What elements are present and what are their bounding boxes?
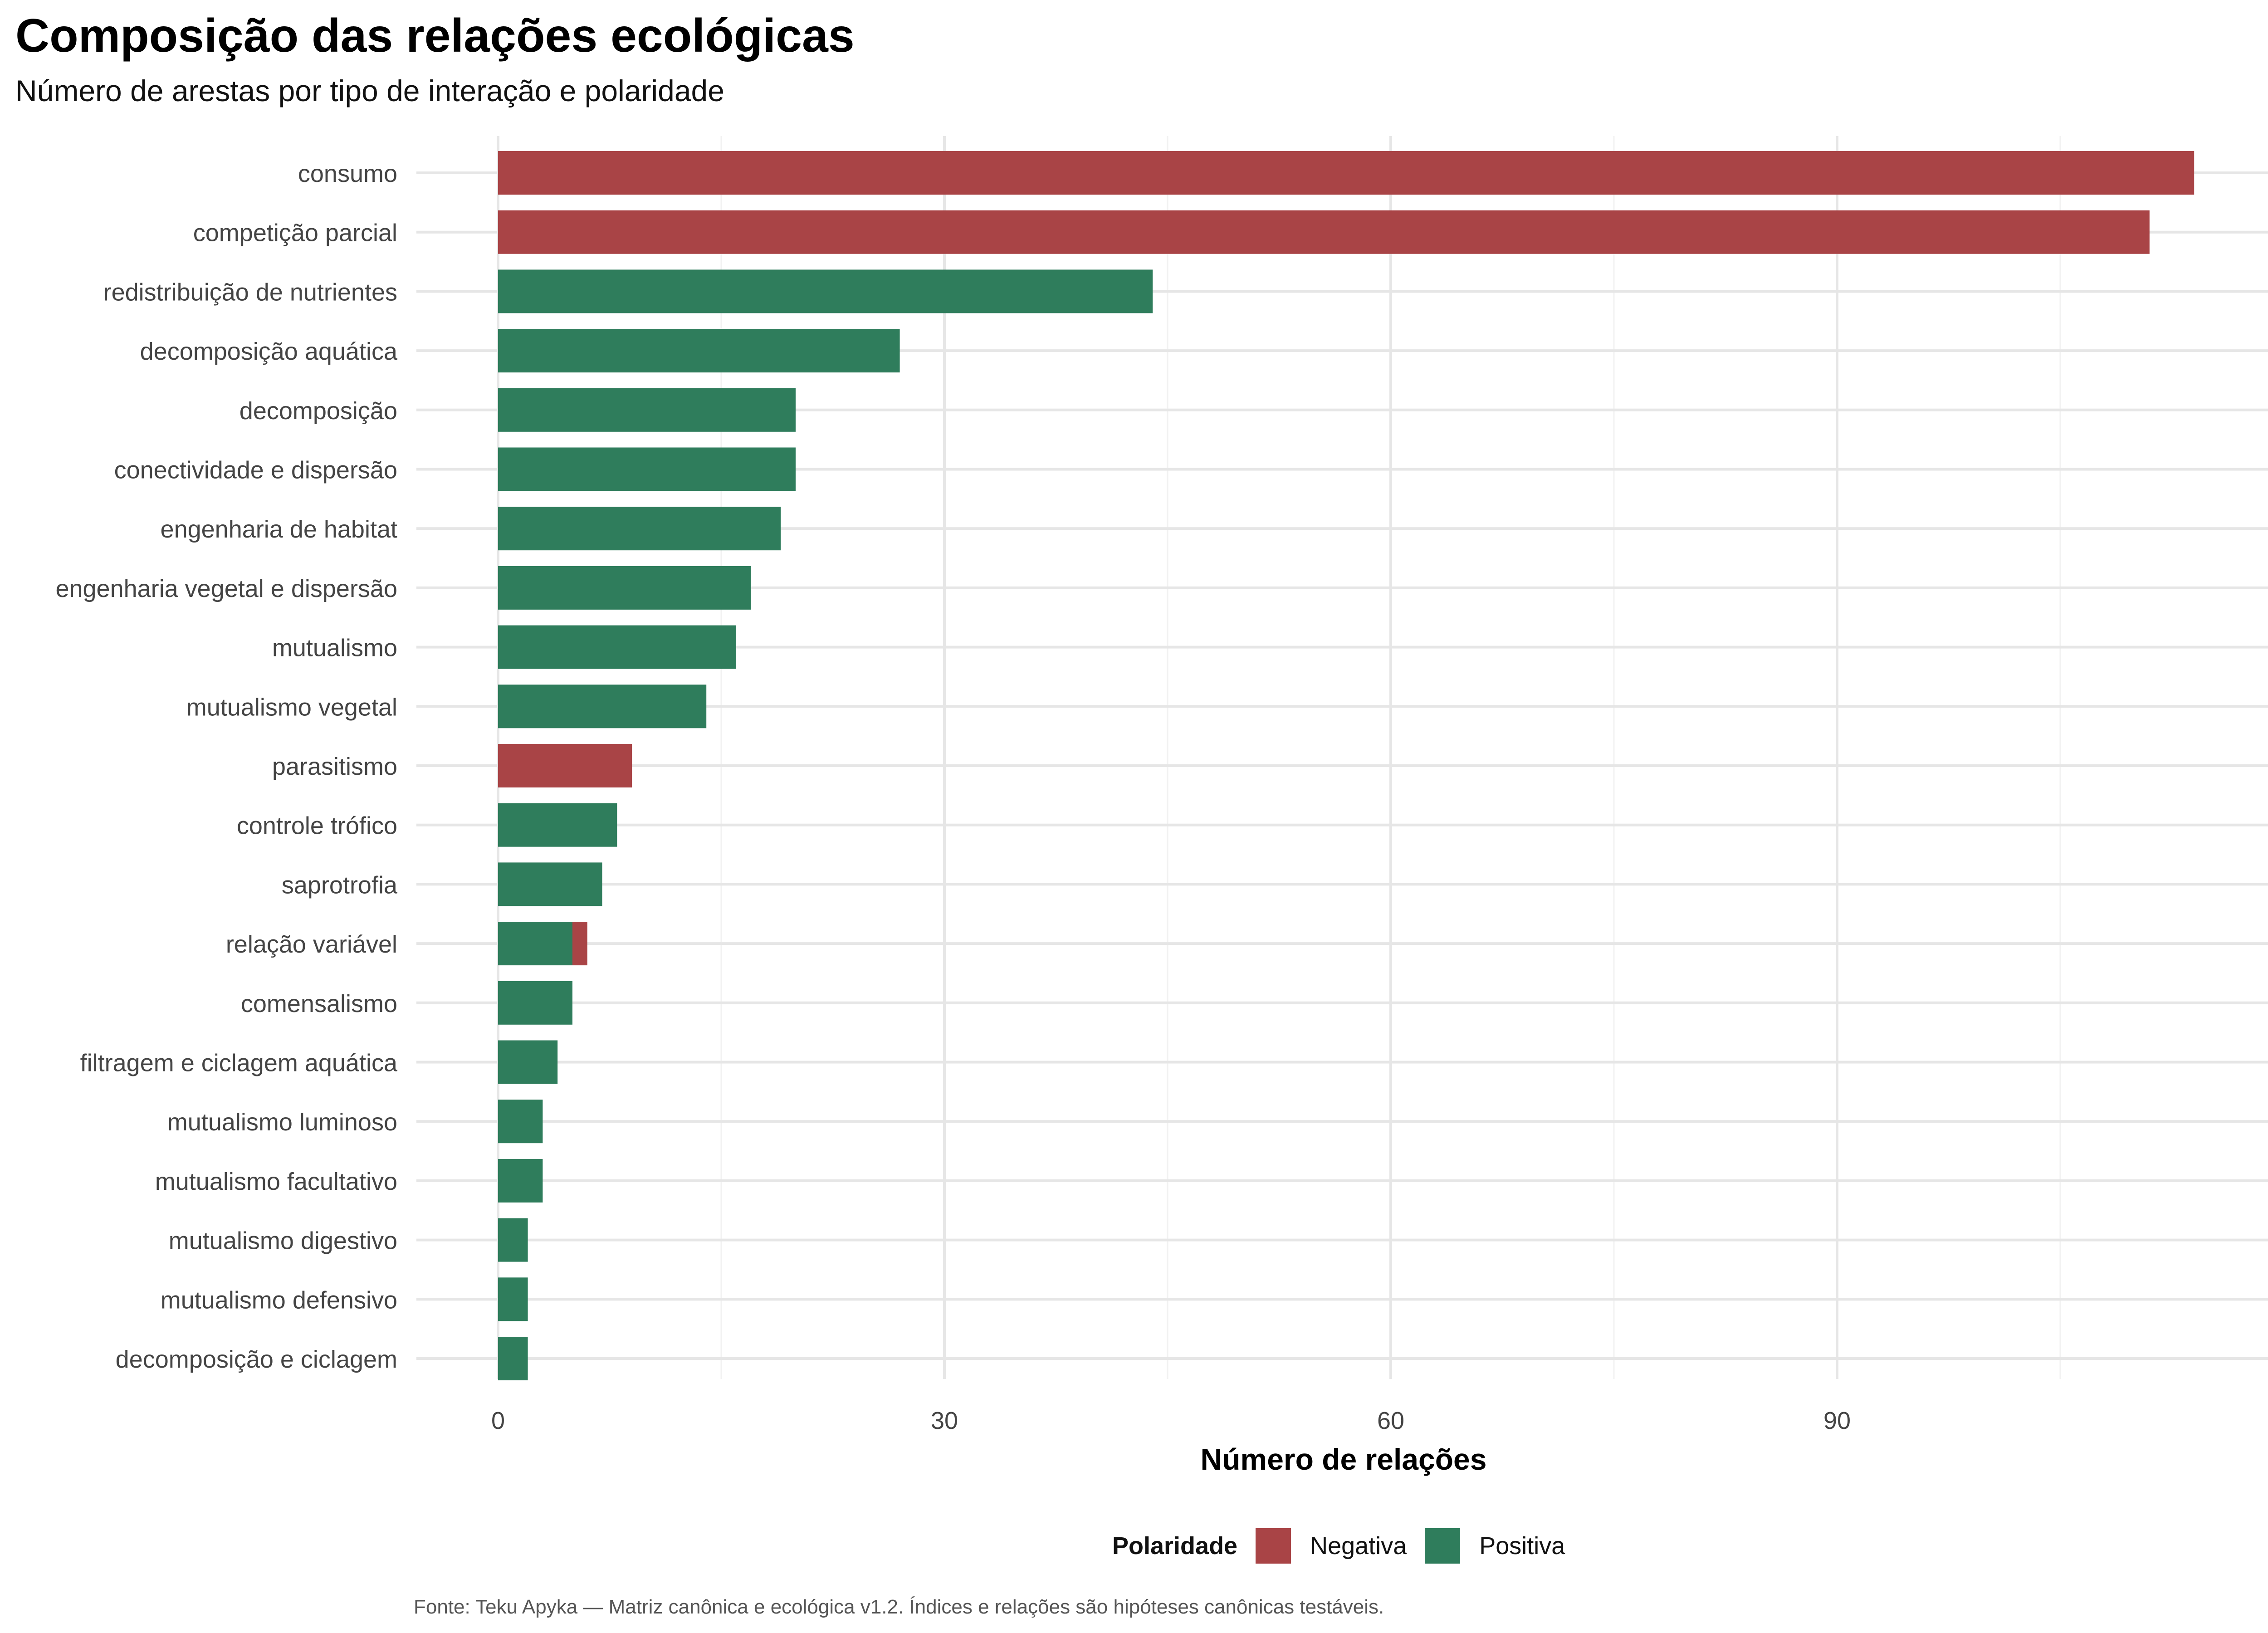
bar-positiva: [498, 566, 751, 610]
x-tick-label: 30: [931, 1407, 958, 1434]
y-tick-label: consumo: [298, 160, 397, 187]
x-tick-label: 90: [1823, 1407, 1851, 1434]
bar-positiva: [498, 1218, 528, 1262]
bar-positiva: [498, 1337, 528, 1380]
bar-positiva: [498, 507, 781, 551]
chart-title: Composição das relações ecológicas: [15, 10, 855, 62]
y-tick-label: mutualismo vegetal: [186, 694, 397, 721]
y-tick-label: decomposição e ciclagem: [116, 1346, 397, 1373]
y-tick-label: decomposição aquática: [140, 338, 398, 365]
y-tick-label: competição parcial: [193, 220, 397, 247]
bar-positiva: [498, 1159, 543, 1203]
legend-label-negativa: Negativa: [1310, 1532, 1407, 1560]
legend-swatch-negativa: [1256, 1528, 1291, 1564]
bar-negativa: [498, 744, 632, 787]
bar-positiva: [498, 1277, 528, 1321]
x-tick-labels: 0 30 60 90: [491, 1407, 1851, 1434]
chart-subtitle: Número de arestas por tipo de interação …: [15, 74, 724, 108]
bar-positiva: [498, 1040, 558, 1084]
y-tick-label: mutualismo luminoso: [167, 1109, 397, 1136]
y-tick-labels: consumo competição parcial redistribuição …: [55, 160, 398, 1373]
legend-title: Polaridade: [1112, 1532, 1238, 1560]
bar-positiva: [498, 803, 617, 847]
bars: [498, 151, 2195, 1380]
legend-swatch-positiva: [1425, 1528, 1461, 1564]
bar-negativa: [498, 210, 2150, 254]
y-tick-label: mutualismo digestivo: [169, 1227, 397, 1255]
y-tick-label: controle trófico: [237, 812, 397, 840]
y-tick-label: redistribuição de nutrientes: [103, 279, 397, 306]
bar-negativa: [498, 151, 2195, 195]
bar-positiva: [498, 922, 572, 966]
bar-positiva: [498, 862, 602, 906]
bar-positiva: [498, 981, 572, 1025]
legend-label-positiva: Positiva: [1479, 1532, 1565, 1560]
y-tick-label: engenharia de habitat: [161, 516, 397, 543]
y-tick-label: parasitismo: [272, 753, 397, 780]
legend: Polaridade Negativa Positiva: [1112, 1528, 1583, 1564]
y-tick-label: saprotrofia: [282, 871, 398, 899]
bar-positiva: [498, 329, 900, 373]
bar-positiva: [498, 388, 796, 432]
y-tick-label: mutualismo defensivo: [161, 1286, 397, 1314]
grid: [416, 136, 2268, 1379]
y-tick-label: mutualismo facultativo: [155, 1168, 397, 1195]
x-axis-title: Número de relações: [1201, 1442, 1487, 1476]
legend-item-positiva: Positiva: [1425, 1528, 1565, 1564]
y-tick-label: conectividade e dispersão: [114, 457, 397, 484]
y-tick-label: filtragem e ciclagem aquática: [80, 1050, 398, 1077]
legend-item-negativa: Negativa: [1256, 1528, 1407, 1564]
bar-positiva: [498, 1100, 543, 1144]
y-tick-label: engenharia vegetal e dispersão: [55, 575, 397, 602]
bar-negativa: [572, 922, 587, 966]
bar-positiva: [498, 269, 1153, 313]
chart-caption: Fonte: Teku Apyka — Matriz canônica e ec…: [414, 1596, 1384, 1618]
bar-positiva: [498, 625, 736, 669]
y-tick-label: decomposição: [240, 397, 397, 425]
x-tick-label: 60: [1377, 1407, 1404, 1434]
x-tick-label: 0: [491, 1407, 505, 1434]
y-tick-label: mutualismo: [272, 635, 397, 662]
bar-positiva: [498, 684, 707, 728]
bar-positiva: [498, 447, 796, 491]
y-tick-label: comensalismo: [241, 990, 397, 1017]
y-tick-label: relação variável: [226, 931, 397, 958]
